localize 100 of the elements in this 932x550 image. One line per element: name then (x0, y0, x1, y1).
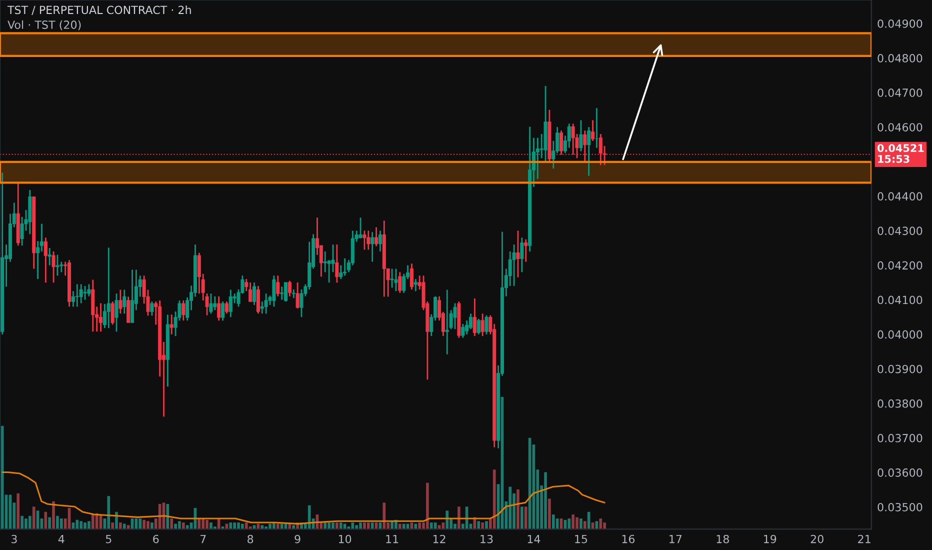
candlestick (56, 254, 60, 276)
candlestick (520, 236, 524, 273)
x-tick-label: 12 (433, 534, 446, 544)
bar (508, 486, 512, 530)
x-tick-label: 3 (11, 534, 17, 544)
bar (398, 524, 402, 530)
candlestick (264, 292, 268, 314)
y-tick-label: 0.04200 (878, 261, 922, 270)
candlestick (75, 284, 79, 308)
candlestick (398, 271, 402, 294)
candlestick (335, 244, 339, 284)
candlestick (414, 278, 418, 292)
ref-line-label: 0.04521 15:53 (877, 144, 924, 163)
bar (324, 522, 327, 530)
candlestick (590, 119, 595, 142)
bar (170, 518, 174, 530)
candlestick (366, 230, 370, 250)
bar (122, 524, 126, 530)
y-tick-label: 0.04100 (878, 296, 922, 304)
candlestick (410, 262, 414, 290)
bar (458, 506, 460, 530)
bar (182, 522, 185, 530)
bar (568, 518, 571, 530)
candlestick (276, 274, 280, 298)
bar (142, 520, 146, 530)
candlestick (476, 318, 480, 336)
x-tick-label: 20 (810, 534, 824, 544)
bar (80, 521, 82, 530)
y-tick-label: 0.03800 (878, 399, 922, 408)
bar (572, 514, 574, 530)
bar (229, 522, 232, 530)
bar (56, 516, 59, 530)
chart-title: TST / PERPETUAL CONTRACT · 2h (7, 6, 191, 15)
bar (206, 520, 208, 530)
candlestick (79, 284, 83, 304)
y-tick-label: 0.03900 (878, 364, 922, 374)
bar (88, 521, 90, 530)
candlestick (453, 302, 457, 330)
bar (217, 518, 220, 530)
candlestick (248, 282, 252, 302)
x-tick-label: 19 (764, 534, 776, 544)
candlestick (587, 126, 591, 176)
x-tick-label: 14 (528, 535, 540, 544)
candlestick (524, 238, 528, 262)
bar (481, 522, 484, 530)
candlestick (213, 296, 217, 311)
candlestick (44, 236, 48, 284)
candlestick (516, 230, 520, 278)
bar (351, 522, 354, 530)
candlestick (114, 292, 118, 332)
candlestick (126, 296, 130, 324)
candlestick (323, 250, 327, 273)
chart-subtitle: Vol · TST (20) (8, 20, 81, 30)
bar (174, 524, 177, 530)
bar (366, 522, 370, 530)
candlestick (182, 300, 186, 322)
candlestick (106, 246, 110, 329)
bar (363, 522, 366, 530)
bar (111, 522, 114, 530)
candlestick (209, 292, 213, 314)
bar (336, 522, 338, 530)
bar (48, 517, 52, 530)
candlestick (272, 274, 276, 308)
candlestick (110, 300, 114, 326)
candlestick (362, 230, 366, 250)
x-tick-label: 21 (858, 534, 870, 544)
bar (186, 525, 189, 530)
bar (339, 522, 342, 530)
y-tick-label: 0.03700 (878, 434, 922, 442)
bar (60, 518, 63, 530)
bar (580, 518, 582, 530)
candlestick (358, 216, 362, 239)
bar (210, 522, 212, 530)
bar (292, 525, 296, 530)
bar (146, 521, 150, 530)
bar (370, 522, 374, 530)
candlestick (87, 284, 91, 298)
x-tick-label: 4 (58, 535, 64, 544)
candlestick (394, 268, 398, 292)
bar (241, 524, 244, 530)
candlestick (461, 323, 465, 338)
bar (446, 510, 449, 530)
bar (426, 482, 429, 530)
candlestick (217, 296, 221, 322)
bar (138, 518, 142, 530)
bar (119, 522, 122, 530)
candlestick (98, 302, 103, 332)
candlestick (48, 247, 52, 266)
bar (552, 514, 555, 530)
bar (583, 521, 586, 530)
x-tick-label: 18 (716, 534, 729, 544)
x-tick-label: 13 (480, 534, 493, 544)
candlestick (52, 250, 56, 284)
bar (308, 505, 311, 530)
bar (52, 501, 55, 530)
bar (0, 426, 4, 530)
bar (516, 489, 520, 530)
candlestick (284, 282, 288, 302)
bar (418, 522, 421, 530)
bar (603, 522, 606, 530)
